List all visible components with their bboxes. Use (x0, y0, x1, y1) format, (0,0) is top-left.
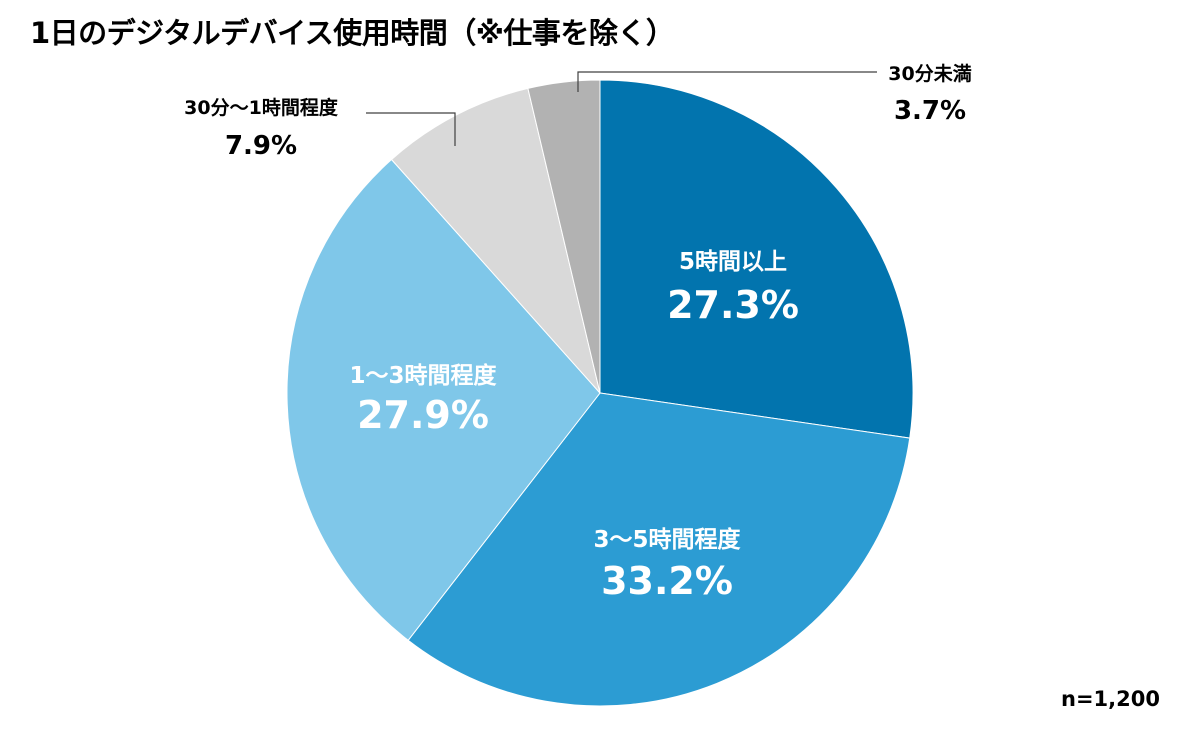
slice-value-1-3h: 27.9% (357, 393, 489, 437)
slice-label-under-30m: 30分未満 (888, 62, 971, 85)
slice-value-30m-1h: 7.9% (225, 131, 297, 161)
pie-slice-under-30m (527, 79, 601, 394)
pie-slice-1-3h (286, 158, 601, 642)
pie-slice-over-5h (599, 79, 914, 439)
slice-value-over-5h: 27.3% (667, 283, 799, 327)
chart-title: 1日のデジタルデバイス使用時間（※仕事を除く） (30, 16, 675, 50)
leader-line-under-30m (577, 71, 877, 92)
slice-label-1-3h: 1〜3時間程度 (349, 362, 497, 389)
leader-line-30m-1h (366, 112, 456, 146)
sample-size-note: n=1,200 (1061, 687, 1160, 711)
slice-value-under-30m: 3.7% (894, 96, 966, 126)
pie-slice-3-5h (407, 392, 911, 707)
slice-label-3-5h: 3〜5時間程度 (593, 526, 741, 553)
slice-value-3-5h: 33.2% (601, 559, 733, 603)
slice-label-over-5h: 5時間以上 (679, 249, 787, 275)
slice-label-30m-1h: 30分〜1時間程度 (184, 96, 339, 119)
